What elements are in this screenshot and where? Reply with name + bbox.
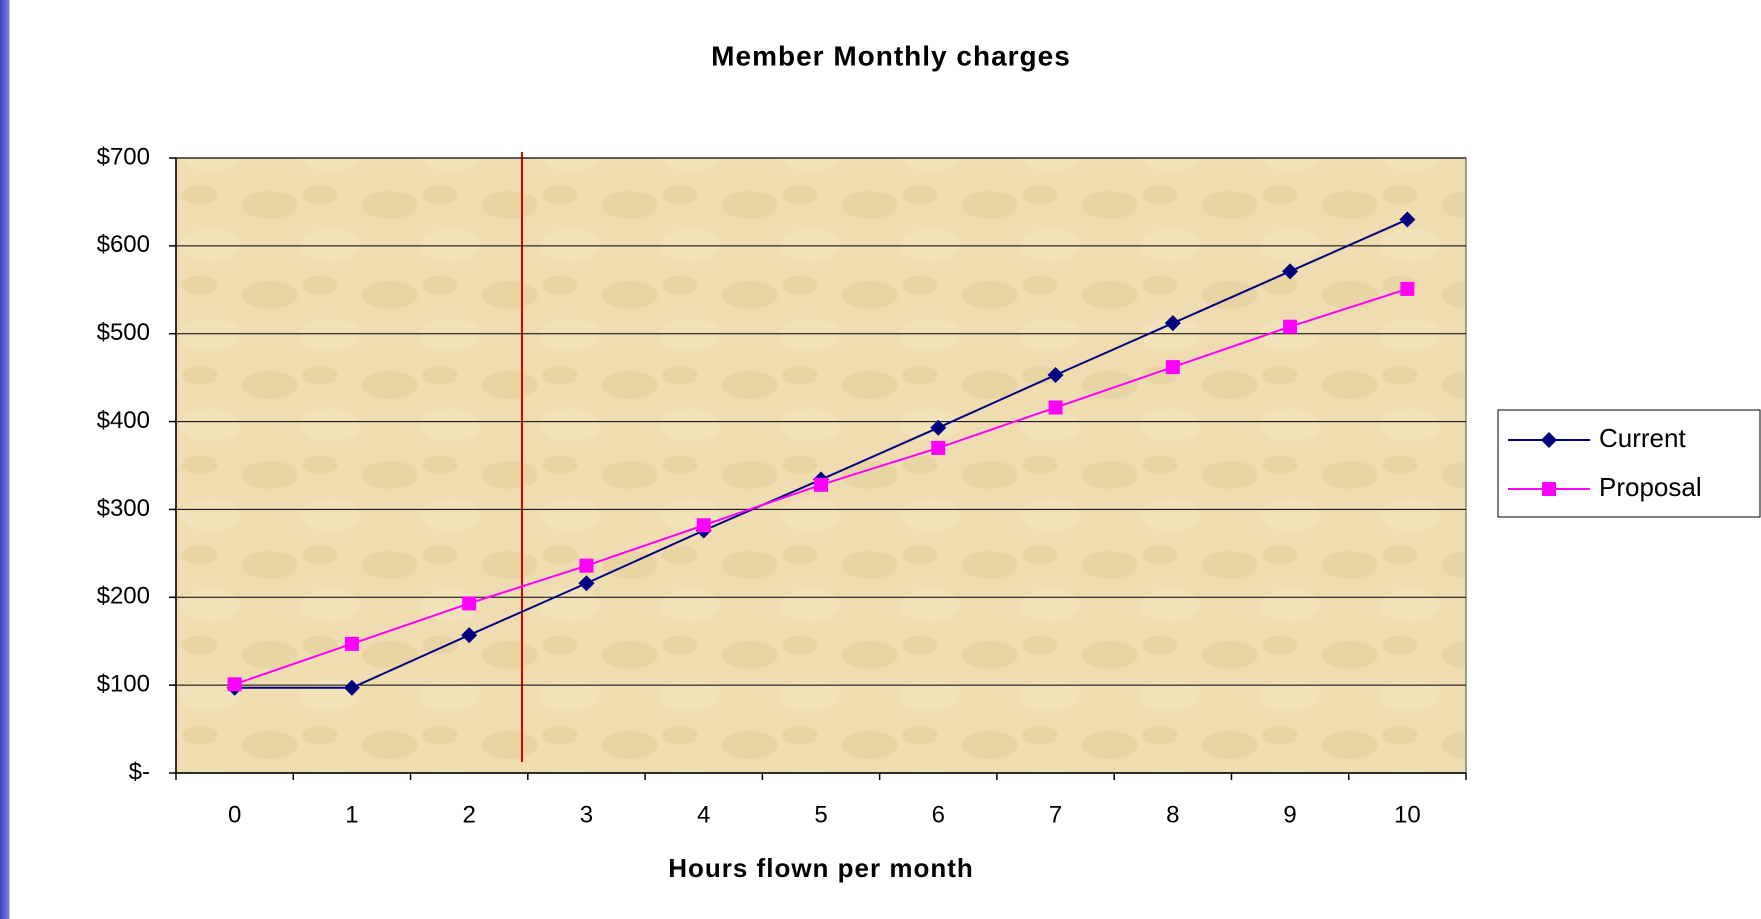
- x-axis-title: Hours flown per month: [668, 853, 974, 883]
- legend-marker: [1542, 482, 1556, 496]
- x-tick-label: 8: [1166, 801, 1179, 828]
- x-tick-label: 2: [463, 801, 476, 828]
- y-tick-label: $600: [97, 231, 150, 258]
- x-tick-label: 1: [345, 801, 358, 828]
- data-point: [931, 440, 946, 455]
- data-point: [461, 627, 478, 644]
- data-point: [1164, 315, 1181, 332]
- y-tick-label: $300: [97, 495, 150, 522]
- x-tick-label: 4: [697, 801, 710, 828]
- data-point: [344, 636, 359, 651]
- data-point: [1399, 211, 1416, 228]
- y-tick-label: $700: [97, 143, 150, 170]
- x-tick-label: 10: [1394, 801, 1421, 828]
- y-tick-label: $100: [97, 670, 150, 697]
- data-point: [578, 575, 595, 592]
- data-point: [1048, 400, 1063, 415]
- data-point: [696, 518, 711, 533]
- legend-label: Proposal: [1599, 472, 1702, 502]
- data-point: [227, 677, 242, 692]
- x-tick-label: 0: [228, 801, 241, 828]
- data-point: [1165, 360, 1180, 375]
- legend-marker: [1541, 432, 1557, 448]
- data-point: [462, 596, 477, 611]
- data-point: [1282, 263, 1299, 280]
- data-point: [1283, 319, 1298, 334]
- data-point: [1047, 367, 1064, 384]
- legend-box: [1497, 409, 1761, 518]
- data-point: [579, 558, 594, 573]
- x-tick-label: 9: [1283, 801, 1296, 828]
- y-tick-label: $200: [97, 583, 150, 610]
- chart-title: Member Monthly charges: [711, 40, 1071, 71]
- data-point: [343, 679, 360, 696]
- y-tick-label: $-: [129, 758, 150, 785]
- y-tick-label: $500: [97, 319, 150, 346]
- x-tick-label: 3: [580, 801, 593, 828]
- x-tick-label: 6: [932, 801, 945, 828]
- x-tick-label: 7: [1049, 801, 1062, 828]
- y-tick-label: $400: [97, 407, 150, 434]
- data-point: [930, 419, 947, 436]
- data-point: [814, 477, 828, 492]
- x-tick-label: 5: [814, 801, 827, 828]
- data-point: [1400, 281, 1415, 296]
- legend-label: Current: [1599, 423, 1686, 453]
